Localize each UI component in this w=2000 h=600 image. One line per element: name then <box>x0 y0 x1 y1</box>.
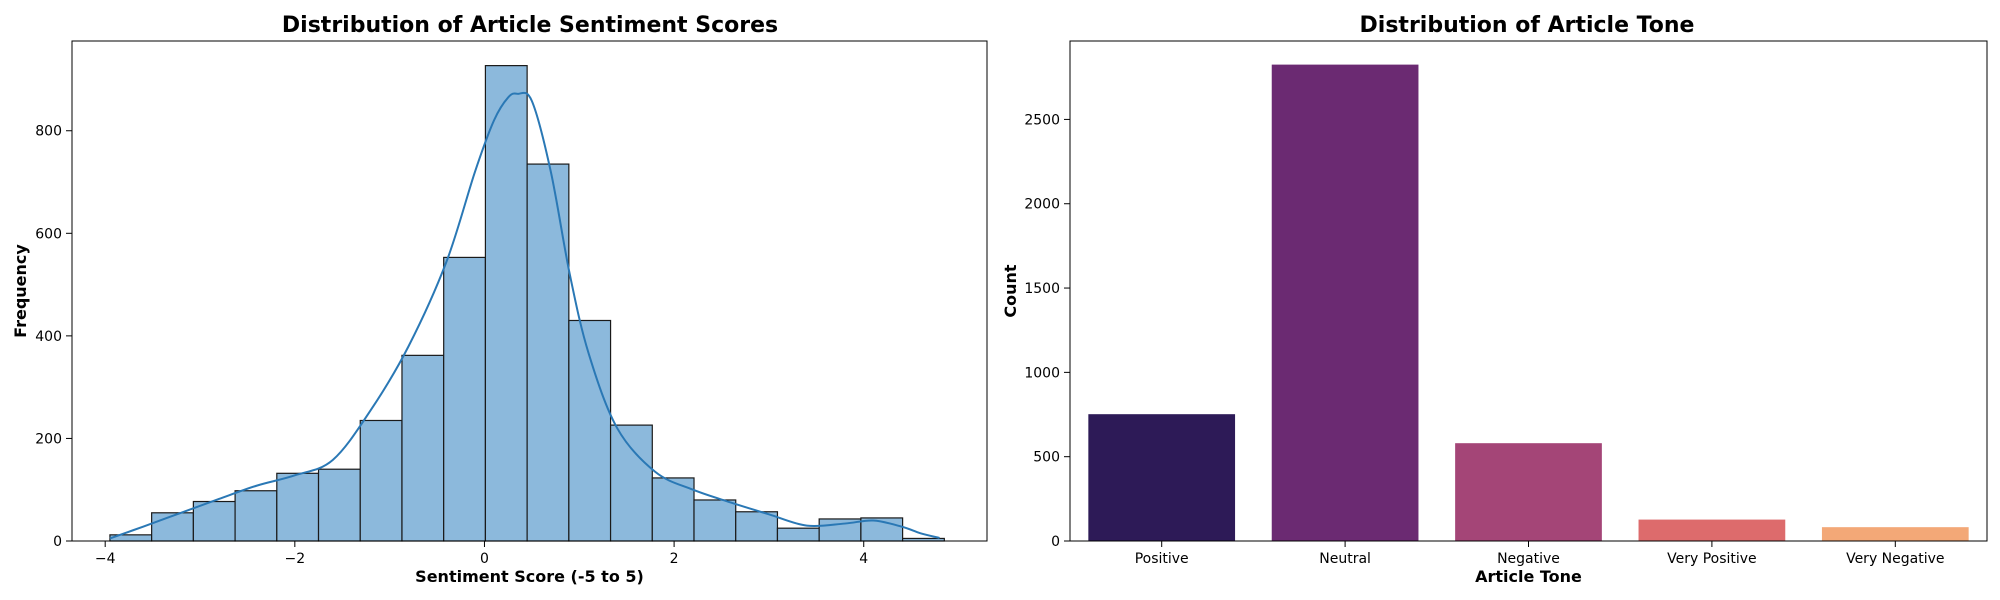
histogram-chart: Distribution of Article Sentiment Scores… <box>11 13 988 586</box>
histogram-axes-frame <box>71 40 988 542</box>
histogram-bar <box>151 512 194 542</box>
bar-chart-title: Distribution of Article Tone <box>1360 13 1695 38</box>
y-tick-label: 2000 <box>1024 197 1060 213</box>
x-tick-label: −4 <box>95 551 116 567</box>
tone-bar <box>1088 414 1236 541</box>
y-tick-label: 0 <box>1051 534 1060 550</box>
tone-bars <box>1088 64 1969 542</box>
bar-y-ticks: 0 500 1000 1500 2000 2500 <box>1024 112 1070 550</box>
histogram-bar <box>359 419 403 542</box>
tone-bar <box>1271 64 1419 542</box>
histogram-bar <box>484 65 528 542</box>
y-tick-label: 600 <box>35 226 62 242</box>
tone-bar-chart: Distribution of Article Tone Positive Neu… <box>1001 13 1988 586</box>
x-tick-label: Very Positive <box>1667 551 1757 567</box>
histogram-x-ticks: −4 −2 0 2 4 <box>95 541 868 567</box>
x-tick-label: Neutral <box>1319 551 1371 567</box>
kde-curve <box>109 91 940 540</box>
histogram-bars <box>109 65 945 542</box>
x-tick-label: 4 <box>859 551 868 567</box>
histogram-bar <box>276 472 320 542</box>
histogram-bar <box>401 354 445 542</box>
histogram-bar <box>526 163 570 542</box>
tone-bar <box>1821 527 1969 541</box>
x-tick-label: 2 <box>670 551 679 567</box>
tone-bar <box>1638 519 1786 541</box>
y-tick-label: 500 <box>1033 450 1060 466</box>
x-tick-label: Very Negative <box>1846 551 1944 567</box>
histogram-y-ticks: 0 200 400 600 800 <box>35 124 72 550</box>
y-tick-label: 0 <box>53 534 62 550</box>
x-tick-label: Positive <box>1135 551 1189 567</box>
histogram-bar <box>693 499 737 542</box>
histogram-bar <box>234 490 278 542</box>
histogram-y-axis-label: Frequency <box>11 244 30 338</box>
histogram-title: Distribution of Article Sentiment Scores <box>282 13 778 38</box>
bar-y-axis-label: Count <box>1001 264 1020 318</box>
x-tick-label: 0 <box>480 551 489 567</box>
histogram-bar <box>192 500 236 542</box>
histogram-bar <box>317 468 361 542</box>
histogram-bar <box>443 256 487 542</box>
histogram-bar <box>609 424 653 542</box>
bar-x-ticks: Positive Neutral Negative Very Positive Very… <box>1135 541 1945 567</box>
y-tick-label: 200 <box>35 431 62 447</box>
tone-bar <box>1455 443 1602 541</box>
y-tick-label: 1000 <box>1024 365 1060 381</box>
histogram-x-axis-label: Sentiment Score (-5 to 5) <box>415 567 644 586</box>
y-tick-label: 2500 <box>1024 112 1060 128</box>
y-tick-label: 800 <box>35 124 62 140</box>
y-tick-label: 400 <box>35 329 62 345</box>
histogram-bar <box>735 511 779 542</box>
bar-x-axis-label: Article Tone <box>1475 567 1582 586</box>
histogram-bar <box>776 527 820 542</box>
x-tick-label: −2 <box>285 551 306 567</box>
y-tick-label: 1500 <box>1024 281 1060 297</box>
x-tick-label: Negative <box>1497 551 1560 567</box>
